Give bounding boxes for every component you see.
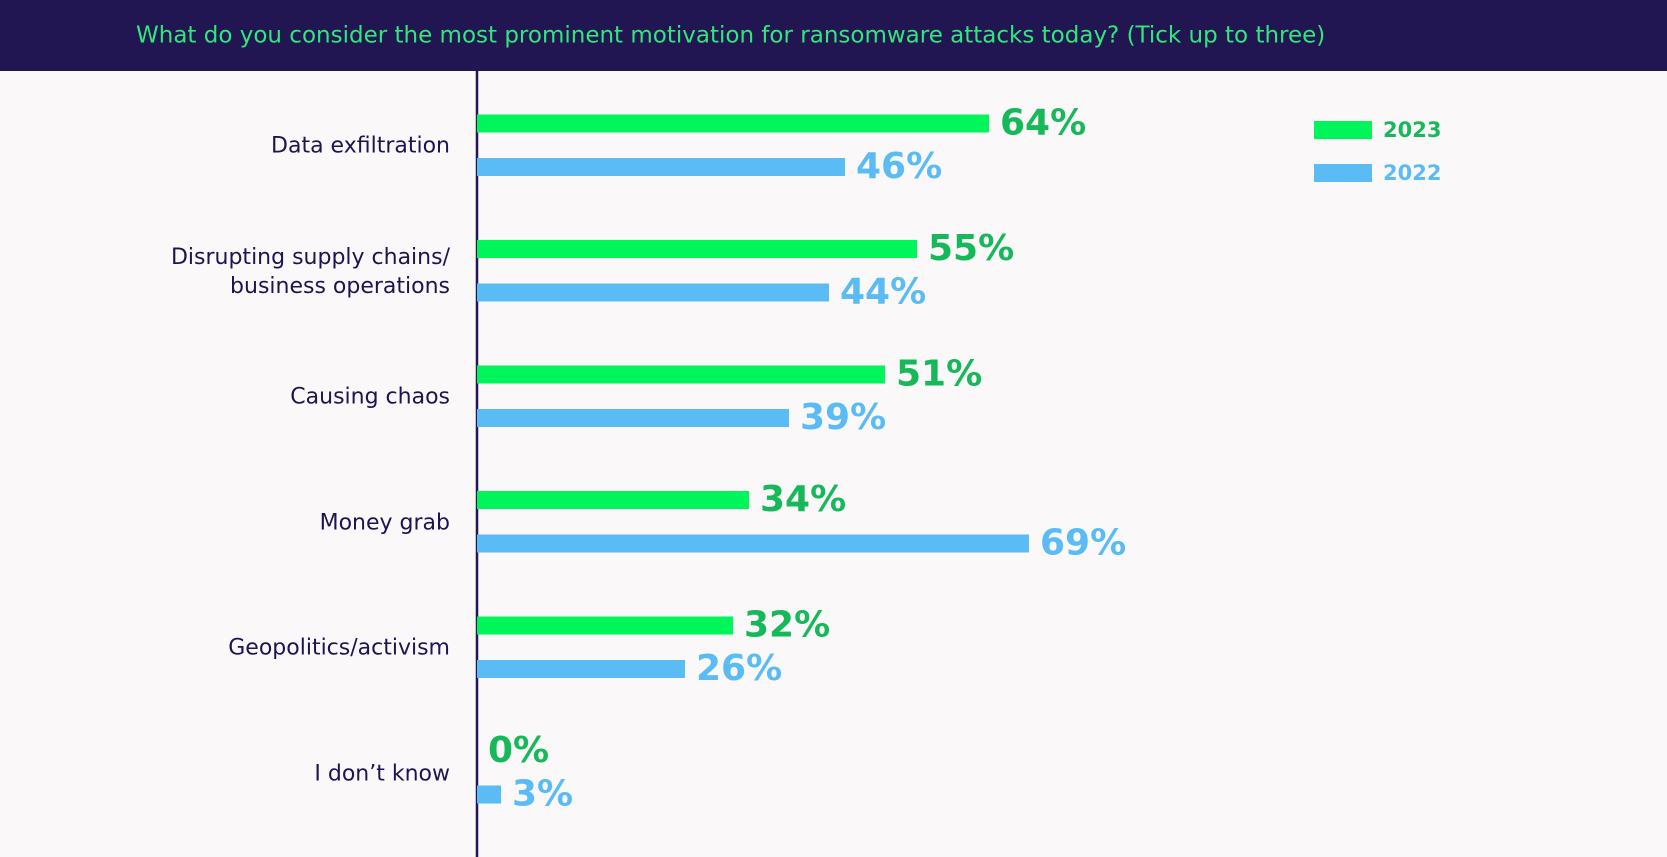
legend-swatch: [1314, 121, 1372, 139]
chart-title: What do you consider the most prominent …: [136, 23, 1325, 49]
value-label: 46%: [856, 146, 942, 187]
value-label: 3%: [512, 774, 573, 815]
category-label: Geopolitics/activism: [228, 635, 450, 661]
bar: [477, 660, 685, 678]
value-label: 0%: [488, 730, 549, 771]
legend-swatch: [1314, 164, 1372, 182]
bar: [477, 283, 829, 302]
value-label: 39%: [800, 397, 886, 438]
category-label: Data exfiltration: [271, 133, 450, 159]
value-label: 55%: [928, 228, 1014, 269]
bar: [477, 365, 885, 384]
category-label: Causing chaos: [290, 384, 450, 410]
bar: [477, 491, 749, 509]
value-label: 44%: [840, 272, 926, 313]
value-label: 69%: [1040, 523, 1126, 564]
category-label: Money grab: [319, 510, 450, 535]
value-label: 34%: [760, 479, 846, 520]
legend-label: 2023: [1383, 118, 1441, 142]
category-label: Disrupting supply chains/ business opera…: [170, 244, 450, 299]
bar: [477, 240, 917, 258]
value-label: 32%: [744, 605, 830, 646]
value-label: 64%: [1000, 103, 1086, 144]
value-label: 51%: [896, 354, 982, 395]
bar: [477, 616, 733, 635]
bar: [477, 158, 845, 176]
header-band: [0, 0, 1667, 71]
legend-label: 2022: [1383, 161, 1441, 185]
bar: [477, 785, 501, 804]
bar: [477, 534, 1029, 553]
bar: [477, 409, 789, 427]
bar: [477, 114, 989, 133]
category-label: I don’t know: [314, 761, 450, 786]
value-label: 26%: [696, 648, 782, 689]
